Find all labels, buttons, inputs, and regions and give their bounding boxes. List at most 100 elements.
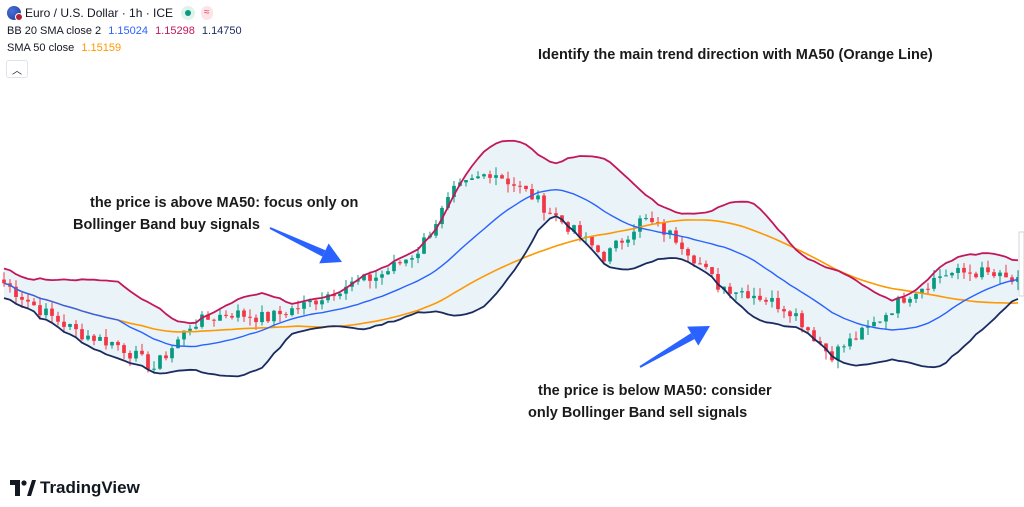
- indicator-lines: [3, 139, 1019, 378]
- candle-bullish: [182, 330, 186, 340]
- candle-bullish: [872, 322, 876, 327]
- bb-legend-row[interactable]: BB 20 SMA close 2 1.15024 1.15298 1.1475…: [7, 25, 246, 37]
- candle-bearish: [248, 316, 252, 318]
- candle-bearish: [524, 185, 528, 190]
- bb-lower-value: 1.14750: [201, 25, 242, 37]
- candle-bullish: [998, 272, 1002, 277]
- candle-bullish: [380, 274, 384, 278]
- candle-bullish: [614, 240, 618, 249]
- candle-bullish: [896, 297, 900, 314]
- candle-bullish: [470, 178, 474, 181]
- candle-bullish: [98, 336, 102, 341]
- candle-bullish: [884, 315, 888, 322]
- candle-bearish: [368, 274, 372, 281]
- candle-bullish: [860, 327, 864, 340]
- candle-bearish: [26, 299, 30, 302]
- symbol-legend-row[interactable]: Euro / U.S. Dollar · 1h · ICE ≈: [7, 6, 217, 21]
- chevron-up-icon: ︿: [12, 65, 22, 77]
- candle-bearish: [164, 355, 168, 359]
- candle-bearish: [230, 315, 234, 318]
- candle-bullish: [260, 312, 264, 323]
- sma-legend-row[interactable]: SMA 50 close 1.15159: [7, 42, 125, 54]
- candle-bearish: [590, 236, 594, 246]
- candle-bearish: [74, 324, 78, 330]
- bb-lower-line: [3, 215, 1019, 378]
- candle-bearish: [746, 291, 750, 299]
- candle-bearish: [212, 319, 216, 321]
- candle-bearish: [782, 309, 786, 312]
- candle-bearish: [1004, 272, 1008, 278]
- candle-bearish: [296, 308, 300, 310]
- candle-bearish: [986, 267, 990, 273]
- candle-bearish: [398, 262, 402, 264]
- candle-bearish: [80, 329, 84, 340]
- candle-bearish: [680, 242, 684, 250]
- candle-bullish: [836, 346, 840, 361]
- candle-bearish: [146, 354, 150, 370]
- arrow-down-right: [269, 227, 342, 264]
- candle-bearish: [620, 240, 624, 243]
- candle-bearish: [506, 178, 510, 185]
- candle-bearish: [824, 343, 828, 352]
- candle-bullish: [308, 300, 312, 303]
- candle-bullish: [980, 267, 984, 278]
- candle-bearish: [224, 314, 228, 316]
- candle-bearish: [650, 218, 654, 223]
- candle-bearish: [548, 212, 552, 214]
- candle-bearish: [278, 310, 282, 315]
- candle-bearish: [56, 315, 60, 322]
- candle-bearish: [14, 286, 18, 297]
- candle-bullish: [134, 350, 138, 359]
- candle-bearish: [206, 314, 210, 320]
- arrow-up-right: [639, 326, 710, 368]
- candle-bullish: [866, 326, 870, 328]
- candle-bearish: [500, 175, 504, 179]
- candle-bullish: [608, 248, 612, 262]
- candle-bullish: [188, 328, 192, 331]
- candle-bearish: [32, 301, 36, 306]
- candle-bullish: [422, 237, 426, 254]
- candle-bullish: [272, 310, 276, 322]
- candle-bearish: [758, 295, 762, 300]
- candle-bullish: [440, 207, 444, 225]
- annotation-below-line1: the price is below MA50: consider: [538, 383, 772, 399]
- candle-bullish: [494, 175, 498, 178]
- candle-bullish: [1016, 277, 1020, 282]
- sma-label: SMA 50 close: [7, 42, 75, 54]
- eurusd-flag-icon: [7, 6, 23, 21]
- candle-bullish: [920, 288, 924, 294]
- candle-bearish: [512, 184, 516, 186]
- candle-bearish: [992, 272, 996, 277]
- collapse-legend-button[interactable]: ︿: [6, 60, 28, 78]
- candle-bullish: [218, 314, 222, 321]
- candle-bullish: [740, 291, 744, 293]
- candle-bearish: [704, 263, 708, 268]
- candle-bullish: [392, 262, 396, 272]
- candle-bullish: [878, 321, 882, 323]
- bb-basis-line: [3, 189, 1019, 348]
- tradingview-logo[interactable]: TradingView: [10, 478, 140, 498]
- annotation-above-line2: Bollinger Band buy signals: [73, 217, 260, 233]
- right-price-axis-stub: [1018, 231, 1024, 297]
- candle-bullish: [416, 253, 420, 259]
- candle-bullish: [842, 346, 846, 348]
- tradingview-logo-text: TradingView: [40, 478, 140, 497]
- candle-bullish: [170, 348, 174, 359]
- candle-bullish: [536, 195, 540, 200]
- candle-bullish: [176, 339, 180, 349]
- candle-bullish: [944, 275, 948, 277]
- candle-bearish: [596, 245, 600, 252]
- candle-bullish: [374, 277, 378, 281]
- candle-bullish: [476, 176, 480, 179]
- candle-bullish: [626, 239, 630, 243]
- candle-bullish: [338, 293, 342, 297]
- candle-bearish: [578, 225, 582, 238]
- bb-label: BB 20 SMA close 2: [7, 25, 102, 37]
- candle-bearish: [140, 350, 144, 355]
- candle-bullish: [110, 341, 114, 346]
- candle-bearish: [254, 317, 258, 323]
- candle-bearish: [314, 300, 318, 305]
- annotation-title: Identify the main trend direction with M…: [538, 47, 933, 63]
- candle-bearish: [764, 299, 768, 302]
